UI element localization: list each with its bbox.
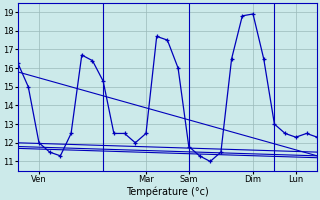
X-axis label: Température (°c): Température (°c) <box>126 187 209 197</box>
